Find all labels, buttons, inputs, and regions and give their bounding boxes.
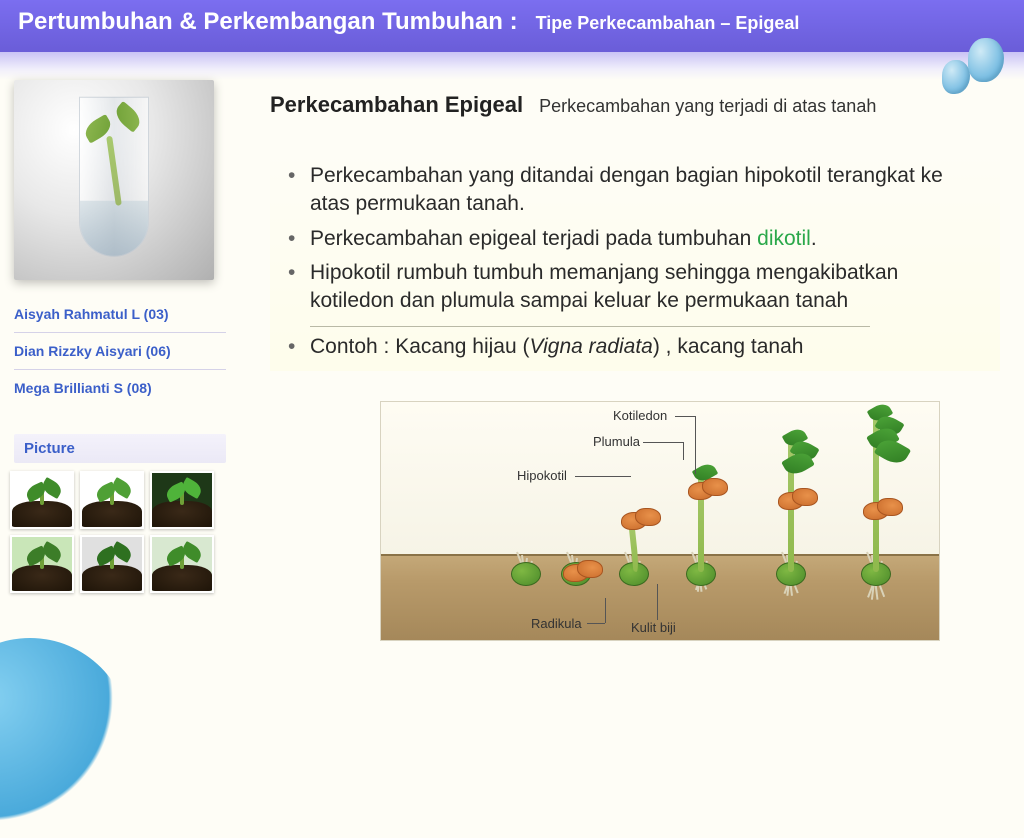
bullet-list: Perkecambahan yang ditandai dengan bagia… — [270, 148, 1000, 371]
test-tube-icon — [79, 97, 149, 257]
water-droplet-icon — [942, 60, 970, 94]
thumbnail-image[interactable] — [150, 535, 214, 593]
example-lead: Contoh : Kacang hijau ( — [310, 335, 529, 358]
section-title-row: Perkecambahan Epigeal Perkecambahan yang… — [270, 92, 1000, 118]
corner-decoration-icon — [0, 638, 130, 838]
thumbnail-grid — [10, 471, 230, 593]
example-bullet: Contoh : Kacang hijau (Vigna radiata) , … — [282, 333, 980, 361]
germination-diagram: Kotiledon Plumula Hipokotil Radikula Kulit b… — [380, 401, 940, 641]
main-title: Pertumbuhan & Perkembangan Tumbuhan : — [18, 8, 518, 36]
content-area: Perkecambahan Epigeal Perkecambahan yang… — [270, 92, 1000, 641]
label-kulit-biji: Kulit biji — [631, 620, 676, 635]
thumbnail-image[interactable] — [10, 471, 74, 529]
example-tail: ) , kacang tanah — [653, 335, 804, 358]
divider — [310, 326, 870, 327]
sub-title: Tipe Perkecambahan – Epigeal — [536, 13, 800, 34]
label-radikula: Radikula — [531, 616, 582, 631]
bullet-item: Perkecambahan yang ditandai dengan bagia… — [282, 162, 980, 219]
thumbnail-image[interactable] — [10, 535, 74, 593]
header-gradient — [0, 52, 1024, 80]
bullet-item: Perkecambahan epigeal terjadi pada tumbu… — [282, 225, 980, 253]
author-name: Dian Rizzky Aisyari (06) — [14, 333, 226, 370]
author-name: Aisyah Rahmatul L (03) — [14, 296, 226, 333]
section-title: Perkecambahan Epigeal — [270, 92, 523, 118]
label-hipokotil: Hipokotil — [517, 468, 567, 483]
thumbnail-image[interactable] — [80, 471, 144, 529]
picture-section-header: Picture — [14, 434, 226, 463]
slide-header: Pertumbuhan & Perkembangan Tumbuhan : Ti… — [0, 0, 1024, 52]
sidebar: Aisyah Rahmatul L (03) Dian Rizzky Aisya… — [0, 80, 240, 599]
thumbnail-image[interactable] — [80, 535, 144, 593]
bullet-item: Hipokotil rumbuh tumbuh memanjang sehing… — [282, 259, 980, 316]
sidebar-hero-image — [14, 80, 214, 280]
seed-icon — [511, 562, 541, 586]
thumbnail-image[interactable] — [150, 471, 214, 529]
author-list: Aisyah Rahmatul L (03) Dian Rizzky Aisya… — [14, 296, 226, 406]
section-description: Perkecambahan yang terjadi di atas tanah — [539, 96, 876, 117]
author-name: Mega Brillianti S (08) — [14, 370, 226, 406]
label-plumula: Plumula — [593, 434, 640, 449]
label-kotiledon: Kotiledon — [613, 408, 667, 423]
example-italic: Vigna radiata — [529, 335, 652, 358]
